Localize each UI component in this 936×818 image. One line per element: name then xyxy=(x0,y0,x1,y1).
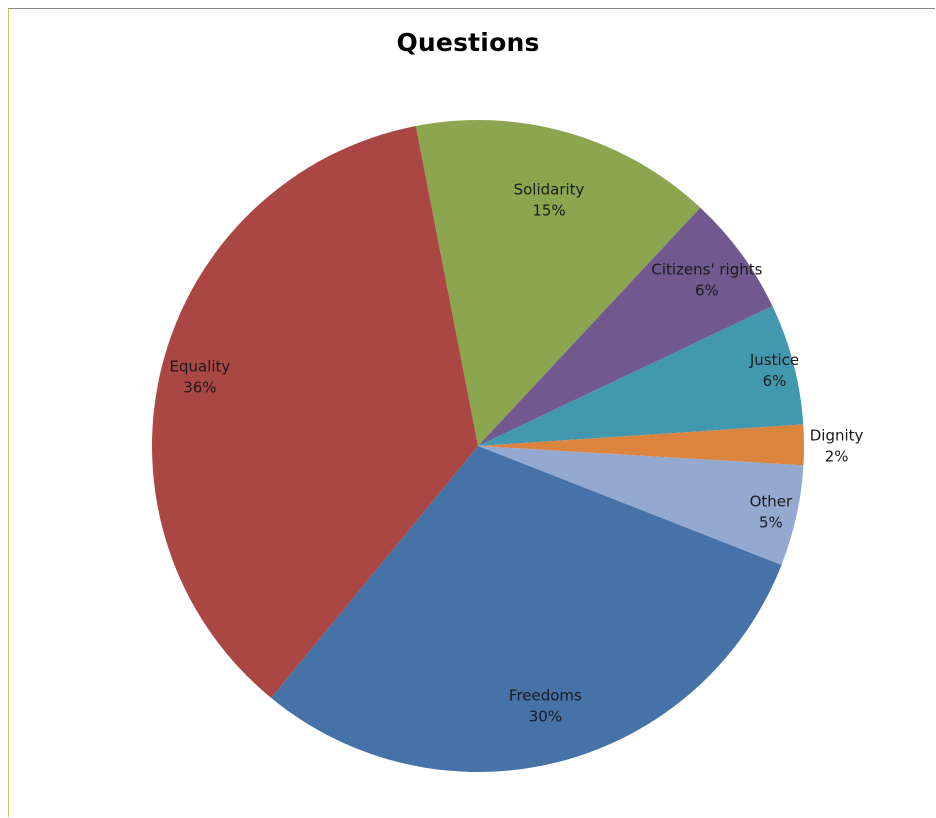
slice-category-label: Equality xyxy=(170,358,231,376)
slice-percent-label: 6% xyxy=(695,282,719,300)
pie-slice-dignity xyxy=(478,424,805,466)
pie-slice-other xyxy=(478,446,804,565)
pie-slice-solidarity xyxy=(415,120,701,446)
slice-percent-label: 6% xyxy=(763,372,787,390)
slice-category-label: Freedoms xyxy=(509,687,582,705)
pie-slice-freedoms xyxy=(271,446,782,772)
slice-percent-label: 30% xyxy=(529,708,562,726)
pie-slice-equality xyxy=(152,125,478,698)
slice-category-label: Other xyxy=(750,492,793,510)
chart-title: Questions xyxy=(396,28,540,57)
slice-percent-label: 36% xyxy=(183,379,216,397)
pie-slice-citizens-rights xyxy=(478,207,773,446)
pie-slice-justice xyxy=(478,306,804,446)
slice-percent-label: 5% xyxy=(759,513,783,531)
slice-percent-label: 2% xyxy=(825,448,849,466)
slice-category-label: Dignity xyxy=(810,427,864,445)
slice-percent-label: 15% xyxy=(532,201,565,219)
slice-category-label: Citizens' rights xyxy=(651,261,762,279)
slice-category-label: Solidarity xyxy=(514,180,585,198)
slice-category-label: Justice xyxy=(749,351,799,369)
